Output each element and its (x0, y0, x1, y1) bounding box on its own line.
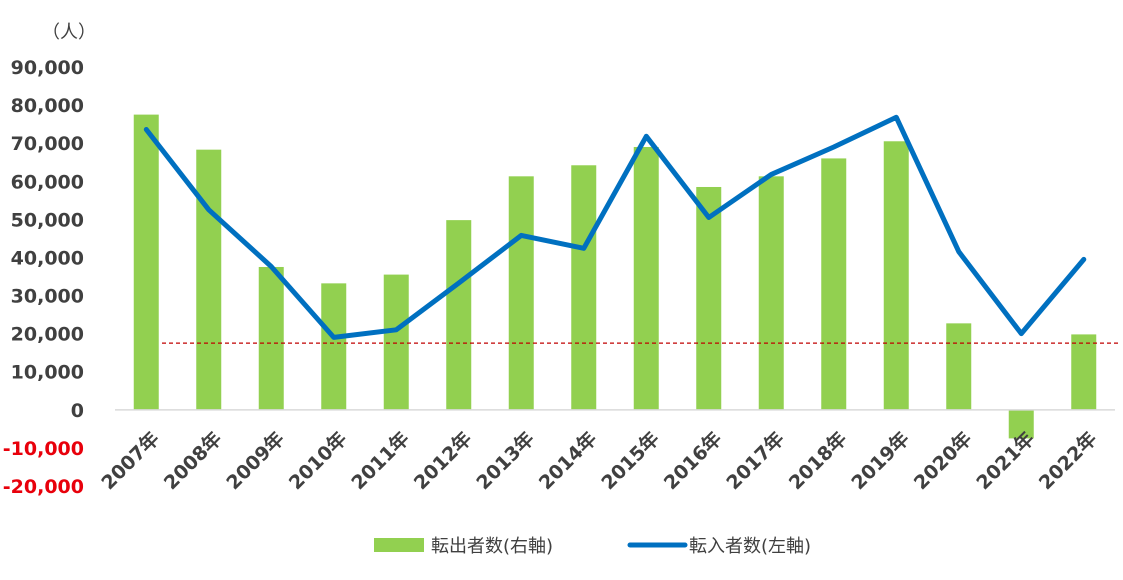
bar (321, 283, 347, 410)
x-tick-label: 2014年 (534, 427, 601, 494)
legend-label-line: 転入者数(左軸) (689, 536, 811, 557)
bar (1008, 409, 1034, 439)
bar-series (133, 114, 1097, 439)
bar (258, 266, 284, 410)
x-tick-label: 2021年 (972, 427, 1039, 494)
line-series (143, 114, 1087, 340)
x-tick-label: 2018年 (784, 427, 851, 494)
line-path (143, 114, 1087, 340)
x-tick-label: 2022年 (1034, 427, 1101, 494)
bar (758, 176, 784, 410)
x-tick-label: 2017年 (722, 427, 789, 494)
y-tick-label: 0 (71, 400, 84, 422)
bar (133, 114, 159, 410)
unit-label: （人） (42, 22, 96, 43)
y-tick-label: 70,000 (11, 133, 84, 155)
legend: 転出者数(右軸) 転入者数(左軸) (374, 536, 811, 557)
x-tick-label: 2010年 (284, 427, 351, 494)
x-tick-label: 2012年 (409, 427, 476, 494)
bar (946, 323, 972, 410)
bar (696, 186, 722, 410)
bar (633, 146, 659, 410)
y-axis: 90,000 80,000 70,000 60,000 50,000 40,000 30,0… (3, 57, 84, 498)
y-tick-label: -10,000 (3, 438, 84, 460)
x-tick-label: 2007年 (97, 427, 164, 494)
legend-swatch-bar (374, 538, 424, 552)
y-tick-label: -20,000 (3, 476, 84, 498)
x-axis: 2007年2008年2009年2010年2011年2012年2013年2014年… (97, 427, 1102, 494)
bar (1071, 334, 1097, 410)
y-tick-label: 90,000 (11, 57, 84, 79)
y-tick-label: 30,000 (11, 286, 84, 308)
y-tick-label: 50,000 (11, 209, 84, 231)
x-tick-label: 2019年 (847, 427, 914, 494)
x-tick-label: 2015年 (597, 427, 664, 494)
bar (383, 274, 409, 410)
x-tick-label: 2016年 (659, 427, 726, 494)
x-tick-label: 2013年 (472, 427, 539, 494)
y-tick-label: 20,000 (11, 324, 84, 346)
bar (821, 158, 847, 410)
bar (446, 220, 472, 410)
x-tick-label: 2009年 (222, 427, 289, 494)
y-tick-label: 10,000 (11, 362, 84, 384)
x-tick-label: 2011年 (347, 427, 414, 494)
bar (883, 141, 909, 410)
x-tick-label: 2008年 (159, 427, 226, 494)
bar (571, 165, 597, 410)
x-tick-label: 2020年 (909, 427, 976, 494)
legend-label-bar: 転出者数(右軸) (431, 536, 553, 557)
bar (508, 176, 534, 410)
y-tick-label: 80,000 (11, 95, 84, 117)
y-tick-label: 60,000 (11, 171, 84, 193)
bar (196, 149, 222, 410)
y-tick-label: 40,000 (11, 247, 84, 269)
